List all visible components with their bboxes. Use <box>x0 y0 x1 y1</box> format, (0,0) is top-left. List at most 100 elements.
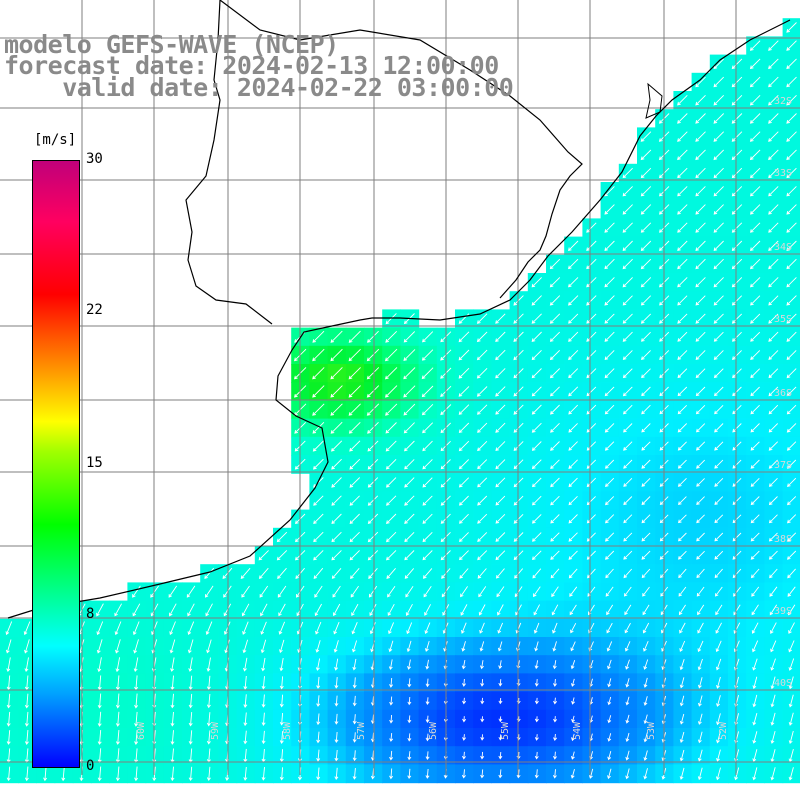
wind-arrow <box>495 513 506 524</box>
wind-arrow <box>132 621 140 636</box>
wind-arrow <box>388 622 395 635</box>
wind-arrow <box>421 385 434 398</box>
wind-arrow <box>586 240 597 251</box>
wind-arrow <box>531 404 542 415</box>
wind-arrow <box>749 131 761 142</box>
wind-arrow <box>714 423 724 433</box>
wind-arrow <box>331 513 342 524</box>
wind-arrow <box>713 331 724 342</box>
wind-arrow <box>331 495 342 506</box>
wind-arrow <box>715 622 722 634</box>
wind-arrow <box>480 769 485 779</box>
wind-arrow <box>715 586 723 597</box>
wind-arrow <box>641 550 651 560</box>
wind-arrow <box>696 459 706 469</box>
wind-arrow <box>714 386 724 397</box>
wind-arrow <box>316 713 321 726</box>
wind-arrow <box>713 368 724 379</box>
wind-arrow <box>641 459 651 469</box>
wind-arrow <box>312 330 325 343</box>
wind-arrow <box>677 404 688 415</box>
wind-arrow <box>731 258 743 270</box>
wind-arrow <box>768 40 779 51</box>
wind-arrow <box>678 604 686 616</box>
wind-arrow <box>786 222 797 233</box>
wind-arrow <box>714 459 724 469</box>
wind-arrow <box>188 730 193 745</box>
wind-arrow <box>240 567 251 580</box>
wind-arrow <box>24 766 29 782</box>
wind-arrow <box>458 386 470 397</box>
wind-arrow <box>640 350 651 361</box>
wind-arrow <box>623 459 633 469</box>
wind-arrow <box>642 604 650 616</box>
wind-arrow <box>553 733 558 742</box>
wind-arrow <box>625 678 630 688</box>
wind-arrow <box>677 295 688 306</box>
wind-arrow <box>279 694 284 708</box>
wind-arrow <box>695 258 706 270</box>
wind-arrow <box>115 639 121 654</box>
wind-arrow <box>187 621 195 635</box>
wind-arrow <box>713 167 724 179</box>
wind-arrow <box>640 277 652 288</box>
wind-arrow <box>384 385 398 398</box>
wind-arrow <box>553 678 557 687</box>
wind-arrow <box>332 603 341 617</box>
wind-arrow <box>549 258 561 270</box>
wind-arrow <box>366 385 380 398</box>
wind-arrow <box>478 604 486 616</box>
wind-arrow <box>786 514 797 524</box>
wind-arrow <box>586 441 597 451</box>
wind-arrow <box>752 676 758 690</box>
wind-arrow <box>678 514 687 524</box>
wind-arrow <box>532 477 542 488</box>
wind-arrow <box>696 550 705 560</box>
wind-arrow <box>678 568 687 579</box>
wind-arrow <box>643 659 649 670</box>
wind-arrow <box>312 367 325 380</box>
wind-arrow <box>367 477 379 488</box>
wind-arrow <box>713 204 724 215</box>
wind-arrow <box>316 731 321 744</box>
wind-arrow <box>623 568 633 579</box>
wind-arrow <box>715 658 722 671</box>
wind-arrow <box>480 679 485 687</box>
wind-arrow <box>625 696 630 706</box>
wind-arrow <box>407 715 412 724</box>
wind-arrow <box>259 585 269 598</box>
colorbar <box>32 160 80 768</box>
wind-arrow <box>679 640 686 652</box>
wind-arrow <box>330 403 343 416</box>
wind-arrow <box>786 441 797 451</box>
wind-arrow <box>568 349 579 361</box>
wind-arrow <box>567 277 579 288</box>
wind-arrow <box>495 331 506 342</box>
wind-arrow <box>786 240 797 251</box>
wind-arrow <box>534 641 539 652</box>
wind-arrow <box>567 295 579 306</box>
wind-arrow <box>316 695 321 707</box>
wind-arrow <box>768 423 779 433</box>
wind-arrow <box>97 657 102 673</box>
wind-arrow <box>697 677 703 689</box>
wind-arrow <box>531 386 542 397</box>
wind-arrow <box>367 513 379 525</box>
wind-arrow <box>716 713 721 726</box>
wind-arrow <box>751 622 759 634</box>
wind-arrow <box>752 767 758 781</box>
wind-arrow <box>732 514 742 524</box>
wind-arrow <box>622 240 633 251</box>
wind-arrow <box>462 734 467 741</box>
wind-arrow <box>333 621 340 635</box>
wind-arrow <box>768 350 779 361</box>
wind-arrow <box>550 495 560 506</box>
wind-arrow <box>6 730 11 745</box>
wind-arrow <box>768 295 779 306</box>
wind-arrow <box>425 768 430 779</box>
wind-arrow <box>750 222 761 233</box>
wind-arrow <box>768 167 779 179</box>
wind-arrow <box>169 639 176 654</box>
wind-arrow <box>677 222 688 233</box>
wind-arrow <box>316 749 321 762</box>
